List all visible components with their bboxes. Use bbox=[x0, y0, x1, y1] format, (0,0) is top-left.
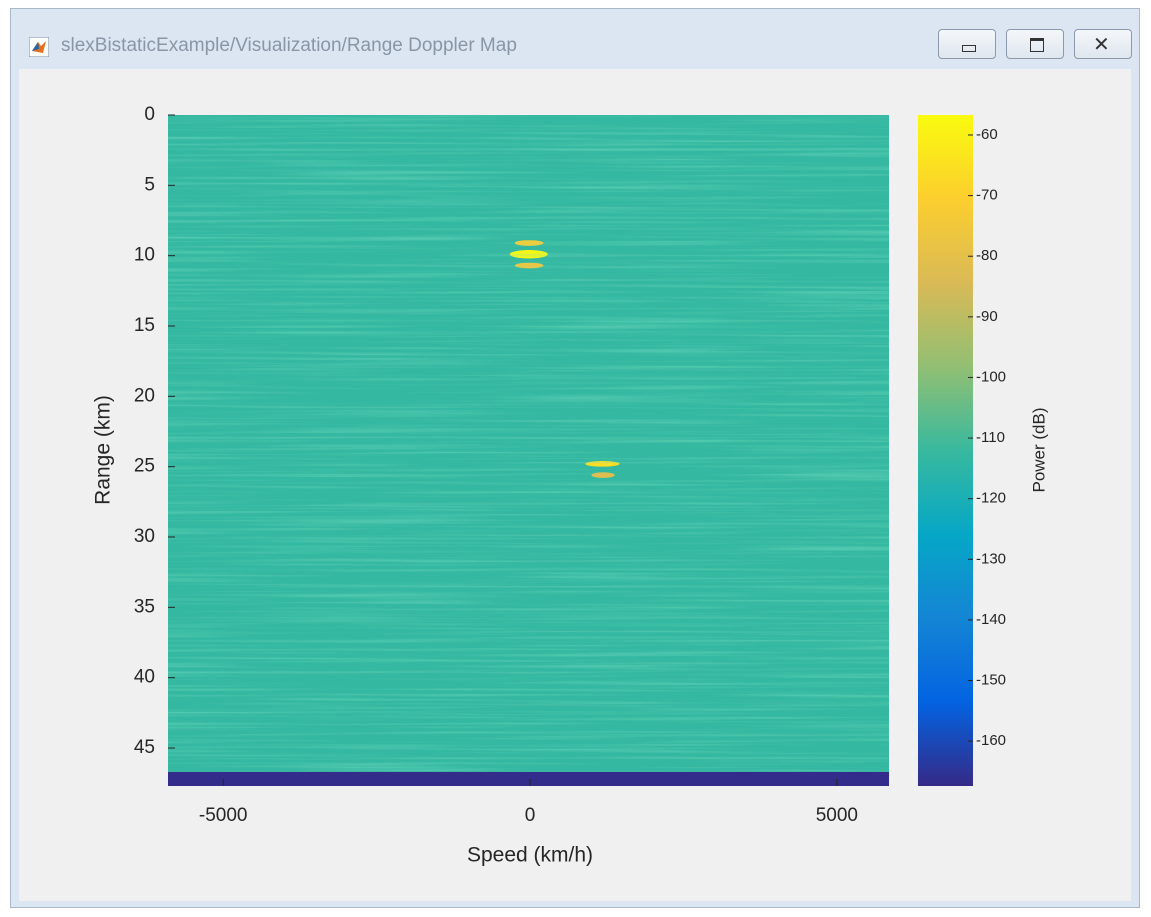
y-tick-label: 10 bbox=[134, 245, 155, 266]
colorbar-tick-label: -70 bbox=[976, 187, 998, 204]
x-tick-label: -5000 bbox=[199, 805, 248, 826]
colorbar-tick-label: -100 bbox=[976, 368, 1006, 385]
minimize-button[interactable] bbox=[938, 29, 996, 59]
noise-texture bbox=[168, 115, 889, 771]
window-title: slexBistaticExample/Visualization/Range … bbox=[61, 35, 517, 56]
y-tick-label: 15 bbox=[134, 315, 155, 336]
x-tick-label: 0 bbox=[525, 805, 536, 826]
colorbar-tick-label: -160 bbox=[976, 732, 1006, 749]
y-tick-label: 0 bbox=[144, 104, 155, 125]
colorbar bbox=[918, 115, 973, 786]
colorbar-tick-label: -120 bbox=[976, 490, 1006, 507]
colorbar-tick-label: -80 bbox=[976, 247, 998, 264]
y-tick-label: 20 bbox=[134, 385, 155, 406]
colorbar-tick-label: -110 bbox=[976, 429, 1005, 446]
y-axis-label: Range (km) bbox=[92, 395, 115, 505]
close-button[interactable]: ✕ bbox=[1074, 29, 1132, 59]
colorbar-tick-label: -60 bbox=[976, 126, 998, 143]
x-axis-label: Speed (km/h) bbox=[467, 844, 593, 867]
app-icon bbox=[29, 37, 49, 57]
y-tick-label: 45 bbox=[134, 737, 155, 758]
colorbar-label: Power (dB) bbox=[1029, 407, 1048, 492]
y-tick-label: 35 bbox=[134, 596, 155, 617]
x-tick-label: 5000 bbox=[816, 805, 858, 826]
y-tick-label: 40 bbox=[134, 667, 155, 688]
title-bar: slexBistaticExample/Visualization/Range … bbox=[11, 9, 1139, 69]
colorbar-tick-label: -140 bbox=[976, 611, 1006, 628]
y-tick-label: 30 bbox=[134, 526, 155, 547]
colorbar-tick-label: -130 bbox=[976, 550, 1006, 567]
colorbar-tick-label: -90 bbox=[976, 308, 998, 325]
colorbar-tick-label: -150 bbox=[976, 671, 1006, 688]
heatmap-cell bbox=[168, 771, 889, 786]
y-tick-label: 5 bbox=[144, 174, 155, 195]
maximize-button[interactable] bbox=[1006, 29, 1064, 59]
y-tick-label: 25 bbox=[134, 456, 155, 477]
